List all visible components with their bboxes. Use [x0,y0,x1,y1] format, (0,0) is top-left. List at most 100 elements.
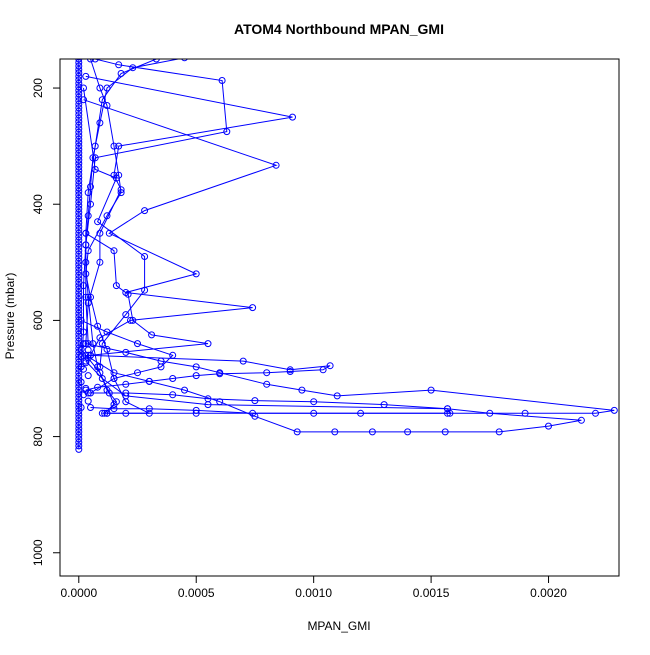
data-point [96,334,104,342]
data-point [610,406,618,414]
data-point [216,369,224,377]
data-point [91,154,99,162]
data-point [169,351,177,359]
series-line-11 [85,360,451,414]
data-point [192,409,200,417]
data-point [122,311,130,319]
data-point [204,401,212,409]
data-point [112,282,120,290]
data-point [75,184,83,192]
data-point [152,59,160,63]
data-point [103,84,111,92]
data-point [75,282,83,290]
data-point [75,292,83,300]
data-point [181,59,188,62]
data-point [75,316,83,324]
data-point [75,191,83,199]
data-point [87,59,94,63]
series-line-4 [85,75,293,344]
data-point [84,346,92,354]
data-point [98,340,106,348]
data-point [75,438,83,446]
data-point [75,83,83,91]
data-point [112,174,120,182]
data-point [75,355,83,363]
data-point [115,142,123,150]
data-point [75,285,83,293]
data-point [75,369,83,377]
x-axis-label: MPAN_GMI [307,619,370,633]
data-point [110,401,118,409]
data-point [157,363,165,371]
data-point [91,59,99,63]
series-line-0 [85,59,150,414]
data-point [82,384,90,392]
data-point [75,167,83,174]
data-point [75,222,83,230]
series-line-7 [85,232,209,356]
data-point [75,264,83,272]
data-point [75,435,83,443]
data-point [75,72,83,80]
data-point [82,72,90,80]
y-tick-label: 800 [31,426,45,446]
data-point [75,135,83,143]
data-point [75,177,83,185]
data-point [75,59,83,63]
data-point [272,161,280,169]
data-point [75,323,83,331]
data-point [75,226,83,234]
data-point [75,107,83,115]
data-point [103,102,111,109]
data-point [87,200,94,208]
data-point [75,149,83,157]
data-point [75,275,83,283]
data-point [134,369,141,377]
y-tick-label: 200 [31,78,45,98]
data-point [75,341,83,349]
data-point [94,218,102,226]
data-point [75,132,83,140]
data-point [98,96,106,104]
data-point [495,428,503,436]
data-point [75,254,83,262]
data-point [122,392,130,400]
data-point [82,293,90,301]
data-point [87,389,94,397]
data-point [75,187,83,195]
data-point [75,170,83,178]
data-point [96,119,104,127]
data-point [75,97,83,105]
data-point [80,365,87,373]
data-point [75,372,83,380]
data-point [75,229,83,237]
data-point [204,340,212,348]
data-point [75,153,83,161]
y-tick-label: 600 [31,310,45,330]
data-point [89,340,97,348]
data-point [84,299,92,307]
data-point [427,386,435,394]
data-point [75,327,83,335]
data-point [96,229,104,237]
series-line-5 [83,99,278,356]
data-point [75,243,83,251]
data-point [286,368,294,375]
data-point [486,409,494,417]
data-point [96,258,104,266]
plot-frame [59,58,620,577]
data-point [103,328,111,336]
data-point [75,69,83,77]
data-point [75,100,83,108]
data-point [75,128,83,136]
data-point [545,422,552,430]
data-point [75,278,83,286]
data-point [326,362,334,370]
data-point [75,407,83,415]
data-point [75,330,83,338]
y-axis-label: Pressure (mbar) [3,273,17,360]
data-point [91,165,99,173]
series-line-10 [85,354,582,433]
series-line-9 [85,343,615,414]
